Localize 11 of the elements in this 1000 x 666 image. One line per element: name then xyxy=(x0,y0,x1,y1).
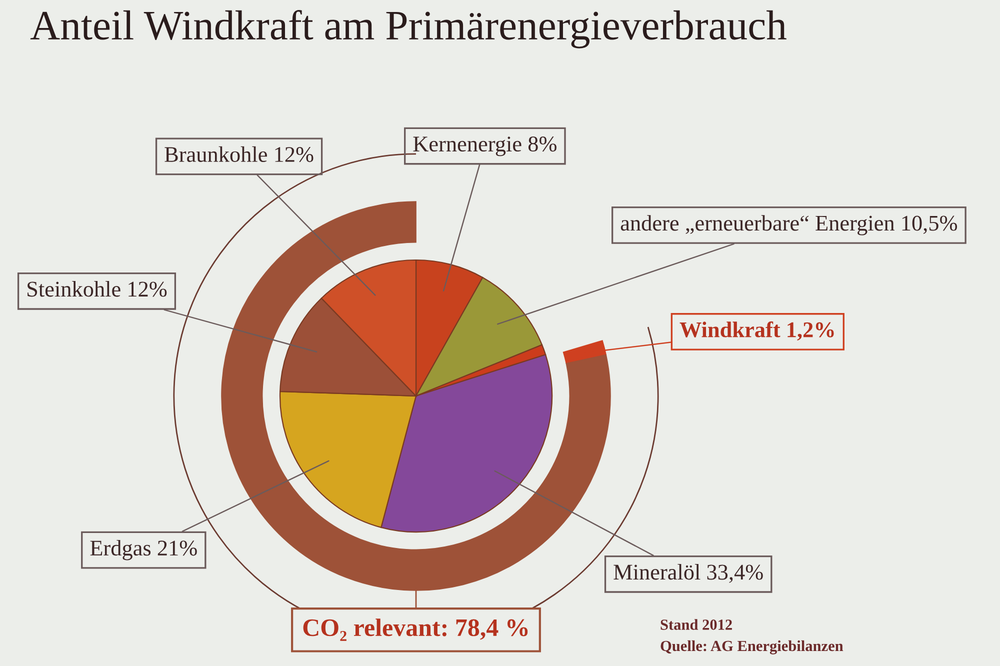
slice-label: andere „erneuerbare“ Energien 10,5% xyxy=(620,215,958,236)
text: CO₂ relevant: 78,4 % xyxy=(303,618,528,641)
text: Stand 2012 xyxy=(660,619,732,630)
slice-label: Kernenergie 8% xyxy=(413,136,556,156)
source-note: Quelle: AG Energiebilanzen xyxy=(660,640,844,654)
category-label: Windkraft 1,2% xyxy=(680,321,834,341)
chart-title: Anteil Windkraft am Primärenergieverbrauch xyxy=(30,10,786,48)
slice-label: Erdgas 21% xyxy=(90,540,197,560)
slice-label: Braunkohle 12% xyxy=(164,146,314,162)
slice-label: Mineralöl 33,4% xyxy=(614,564,763,583)
slice-label: Steinkohle 12% xyxy=(28,281,167,297)
